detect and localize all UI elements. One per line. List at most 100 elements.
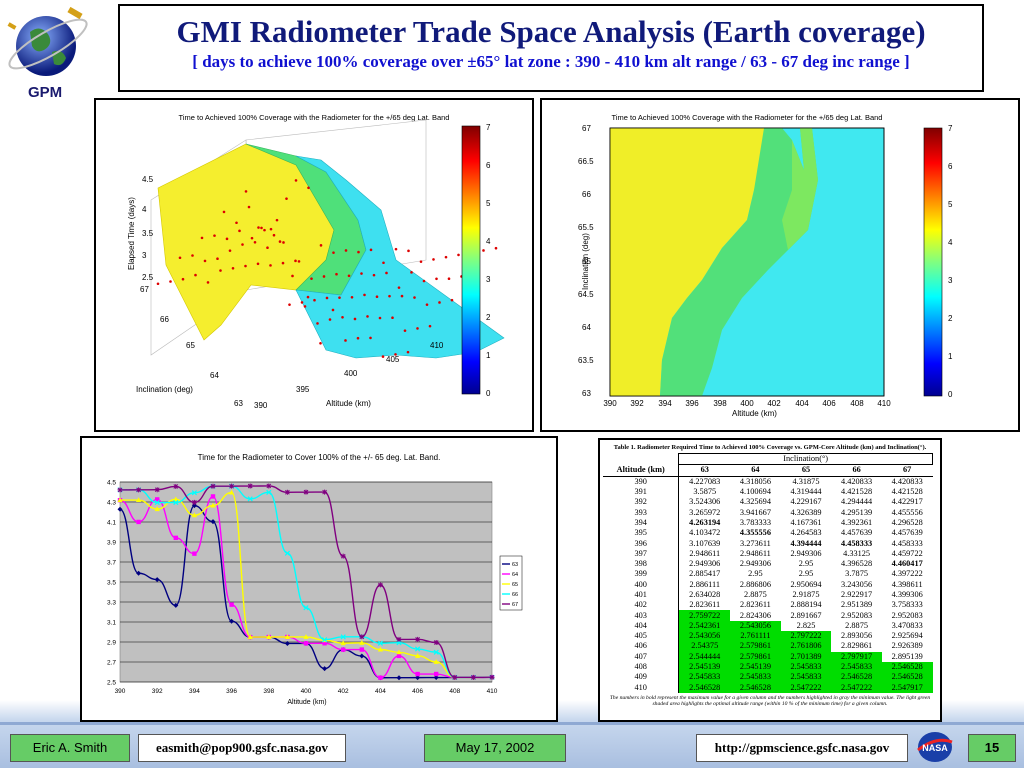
surface-data-point bbox=[247, 205, 251, 209]
data-point bbox=[377, 646, 383, 652]
table-cell: 2.54375 bbox=[678, 641, 731, 652]
y-tick-label: 4.3 bbox=[107, 500, 116, 507]
table-cell: 3.5875 bbox=[693, 487, 717, 497]
contour-green-highlight bbox=[782, 128, 818, 250]
table-row-header: 403 bbox=[603, 610, 680, 621]
table-row: 409 2.545833 2.545833 2.545833 2.546528 2.546… bbox=[603, 672, 933, 683]
footer-url[interactable]: http://gpmscience.gsfc.nasa.gov bbox=[696, 734, 908, 762]
data-point bbox=[284, 550, 291, 556]
table-row-header: 395 bbox=[603, 528, 680, 539]
y-tick-label: 3.3 bbox=[107, 600, 116, 607]
footer-email[interactable]: easmith@pop900.gsfc.nasa.gov bbox=[138, 734, 346, 762]
table-cell: 4.319444 bbox=[790, 487, 822, 497]
data-point bbox=[434, 671, 439, 677]
surface-data-point bbox=[263, 228, 266, 232]
data-point bbox=[284, 634, 290, 639]
series-line-63 bbox=[119, 504, 493, 679]
surface-data-point bbox=[306, 295, 310, 299]
table-cell: 2.761111 bbox=[730, 631, 781, 642]
y-tick-label: 3.1 bbox=[107, 620, 116, 627]
table-cell: 2.759722 bbox=[678, 610, 731, 621]
data-point bbox=[136, 487, 142, 493]
table-row-header: 397 bbox=[603, 548, 680, 559]
table-cell: 2.8875 bbox=[744, 590, 767, 599]
table-cell: 4.100694 bbox=[739, 487, 771, 497]
data-point bbox=[155, 497, 160, 502]
colorbar-tick: 2 bbox=[948, 314, 953, 323]
x-tick: 396 bbox=[685, 399, 699, 408]
surface-data-point bbox=[216, 257, 219, 260]
data-point bbox=[229, 618, 235, 624]
data-point bbox=[117, 497, 123, 503]
surface-data-point bbox=[169, 280, 172, 283]
z-tick: 3 bbox=[142, 251, 147, 260]
legend-label: 65 bbox=[512, 582, 518, 588]
table-cell: 2.950694 bbox=[790, 579, 822, 589]
surface-data-point bbox=[275, 218, 279, 222]
surface-data-point bbox=[353, 317, 357, 321]
table-cell: 4.420833 bbox=[891, 476, 923, 486]
series-line-64 bbox=[119, 495, 493, 679]
table-cell: 4.33125 bbox=[843, 548, 871, 558]
data-point bbox=[415, 671, 420, 677]
surface-data-point bbox=[325, 296, 329, 300]
table-cell: 2.545833 bbox=[831, 661, 882, 673]
table-cell: 4.397222 bbox=[891, 569, 923, 579]
x-tick: 392 bbox=[630, 399, 644, 408]
table-row-header: 396 bbox=[603, 538, 680, 549]
surface-data-point bbox=[253, 241, 257, 244]
surface-data-point bbox=[285, 197, 288, 200]
table-cell: 3.273611 bbox=[740, 538, 771, 548]
x-tick: 395 bbox=[296, 385, 310, 394]
data-point bbox=[433, 675, 439, 681]
surface-data-point bbox=[341, 315, 344, 319]
table-row-header: 410 bbox=[603, 682, 680, 693]
surface-data-point bbox=[310, 277, 313, 280]
table-row: 395 4.103472 4.355556 4.264583 4.457639 4.457… bbox=[603, 528, 933, 539]
data-point bbox=[489, 674, 495, 680]
data-point bbox=[341, 647, 346, 652]
surface-data-point bbox=[432, 258, 435, 261]
surface-data-point bbox=[450, 298, 454, 302]
nasa-meatball-icon: NASA bbox=[917, 732, 953, 762]
surface-data-point bbox=[191, 254, 194, 257]
data-point bbox=[414, 646, 421, 652]
table-row: 393 3.265972 3.941667 4.326389 4.295139 4.455… bbox=[603, 507, 933, 518]
table-cell: 2.95 bbox=[748, 569, 763, 579]
table-cell: 2.701389 bbox=[780, 651, 832, 662]
surface-data-point bbox=[407, 249, 410, 253]
line-chart-xlabel: Altitude (km) bbox=[287, 699, 326, 706]
y-tick: 65.5 bbox=[578, 223, 594, 232]
data-point bbox=[173, 483, 179, 489]
data-point bbox=[266, 483, 272, 489]
data-point bbox=[229, 602, 234, 607]
table-cell: 2.545833 bbox=[678, 672, 731, 683]
table-row: 390 4.227083 4.318056 4.31875 4.420833 4.4208… bbox=[603, 476, 933, 487]
colorbar-tick: 1 bbox=[486, 351, 491, 360]
table-cell: 4.326389 bbox=[790, 507, 822, 517]
y-tick: 66 bbox=[582, 190, 591, 199]
colorbar-tick: 6 bbox=[486, 161, 491, 170]
table-cell: 4.31875 bbox=[792, 476, 820, 486]
surface-data-point bbox=[228, 249, 232, 252]
colorbar-tick: 1 bbox=[948, 352, 953, 361]
z-axis-label: Elapsed Time (days) bbox=[127, 197, 136, 270]
data-point bbox=[415, 636, 421, 642]
colorbar-tick: 7 bbox=[486, 123, 491, 132]
footer-divider bbox=[0, 722, 1024, 725]
table-cell: 2.948611 bbox=[740, 548, 771, 558]
table-cell: 2.949306 bbox=[790, 548, 822, 558]
table-row: 394 4.263194 3.783333 4.167361 4.392361 4.296… bbox=[603, 517, 933, 529]
x-tick: 400 bbox=[740, 399, 754, 408]
surface-data-point bbox=[307, 186, 310, 190]
table-row-header: 400 bbox=[603, 579, 680, 590]
table-cell: 2.797917 bbox=[831, 651, 882, 662]
logo-text: GPM bbox=[28, 84, 63, 101]
table-cell: 2.546528 bbox=[881, 661, 933, 673]
colorbar-tick: 0 bbox=[948, 390, 953, 399]
table-cell: 4.460417 bbox=[891, 559, 923, 569]
colorbar-tick: 3 bbox=[948, 276, 953, 285]
colorbar-tick: 2 bbox=[486, 313, 491, 322]
surface-data-point bbox=[332, 251, 335, 254]
surface-data-point bbox=[457, 253, 460, 257]
